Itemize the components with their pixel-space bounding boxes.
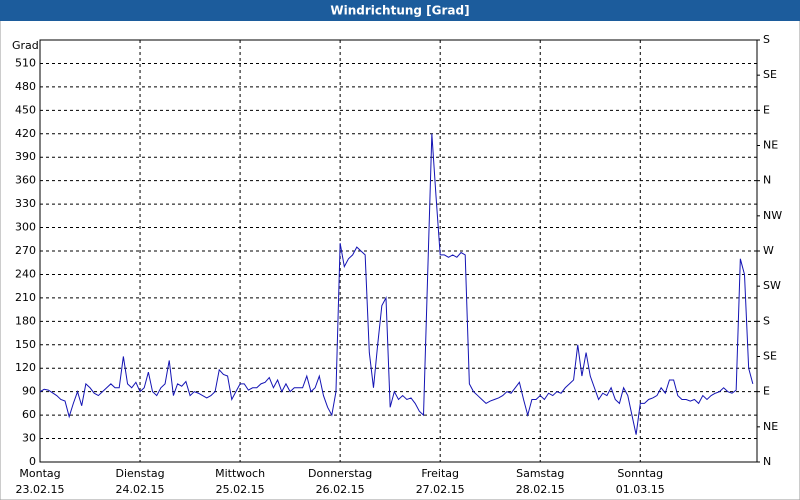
y2-tick-label: SW	[763, 279, 781, 292]
x-tick-label: Dienstag	[116, 467, 165, 480]
y-tick-label: 150	[15, 338, 36, 351]
y-tick-label: 330	[15, 197, 36, 210]
x-tick-label: Donnerstag	[308, 467, 372, 480]
plot-border	[39, 39, 758, 463]
x-tick-label: Montag	[19, 467, 60, 480]
x-tick-date: 28.02.15	[516, 483, 565, 496]
y2-tick-label: E	[763, 103, 770, 116]
y-tick-label: 300	[15, 221, 36, 234]
y2-tick-label: N	[763, 174, 771, 187]
y2-tick-label: E	[763, 385, 770, 398]
y-tick-label: 60	[22, 408, 36, 421]
x-tick-date: 01.03.15	[616, 483, 665, 496]
y-tick-label: 450	[15, 103, 36, 116]
y-tick-label: 390	[15, 150, 36, 163]
y2-tick-label: S	[763, 314, 770, 327]
y-tick-label: 270	[15, 244, 36, 257]
y-tick-label: 360	[15, 174, 36, 187]
x-tick-date: 23.02.15	[16, 483, 65, 496]
y2-tick-label: S	[763, 33, 770, 46]
y-tick-label: 180	[15, 314, 36, 327]
y-axis-label: Grad	[12, 39, 39, 52]
x-tick-label: Mittwoch	[215, 467, 265, 480]
y-tick-label: 30	[22, 432, 36, 445]
y-tick-label: 510	[15, 56, 36, 69]
y2-tick-label: NW	[763, 209, 782, 222]
y2-tick-label: SE	[763, 350, 777, 363]
y-tick-label: 420	[15, 127, 36, 140]
y2-tick-label: N	[763, 455, 771, 468]
y-tick-label: 240	[15, 267, 36, 280]
y2-tick-label: W	[763, 244, 774, 257]
x-tick-date: 26.02.15	[316, 483, 365, 496]
y-tick-label: 90	[22, 385, 36, 398]
y-tick-label: 0	[29, 455, 36, 468]
x-tick-date: 24.02.15	[116, 483, 165, 496]
y-tick-label: 210	[15, 291, 36, 304]
y2-tick-label: NE	[763, 139, 778, 152]
data-line	[39, 133, 754, 435]
y2-tick-label: NE	[763, 420, 778, 433]
x-tick-label: Freitag	[421, 467, 459, 480]
y2-tick-label: SE	[763, 68, 777, 81]
y-tick-label: 120	[15, 361, 36, 374]
x-tick-date: 25.02.15	[216, 483, 265, 496]
x-tick-label: Sonntag	[617, 467, 663, 480]
x-tick-date: 27.02.15	[416, 483, 465, 496]
x-tick-label: Samstag	[516, 467, 564, 480]
title-bar	[0, 0, 800, 21]
y-tick-label: 480	[15, 80, 36, 93]
chart-title: Windrichtung [Grad]	[330, 4, 469, 18]
